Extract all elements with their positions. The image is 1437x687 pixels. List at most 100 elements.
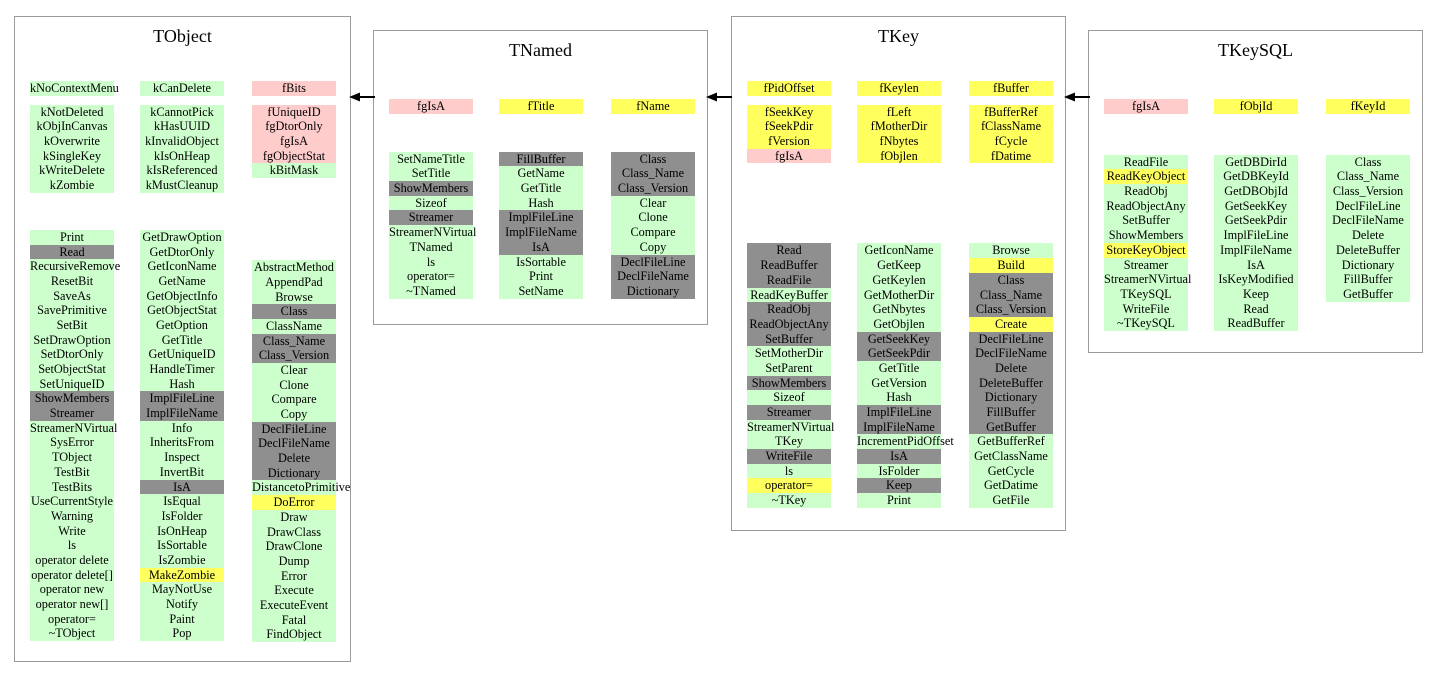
member-cell[interactable]: Print (857, 493, 941, 508)
member-cell[interactable]: operator delete[] (30, 567, 114, 583)
member-cell[interactable]: StreamerNVirtual (30, 420, 118, 436)
member-cell[interactable]: kInvalidObject (140, 134, 224, 149)
member-cell[interactable]: GetIconName (857, 243, 941, 259)
member-cell[interactable]: SetDrawOption (30, 332, 114, 348)
member-cell[interactable]: DrawClass (252, 524, 336, 540)
member-cell[interactable]: ~TNamed (389, 283, 473, 299)
member-cell[interactable]: GetObjlen (857, 316, 941, 332)
member-cell[interactable]: GetDrawOption (140, 229, 224, 245)
class-title-tkey[interactable]: TKey (878, 26, 919, 46)
member-cell[interactable]: Dictionary (969, 390, 1053, 405)
member-cell[interactable]: GetObjectInfo (140, 288, 224, 304)
member-cell[interactable]: kZombie (30, 178, 114, 193)
member-cell[interactable]: DeclFileName (969, 346, 1053, 361)
member-cell[interactable]: Class_Version (252, 348, 336, 363)
member-cell[interactable]: SetBuffer (747, 331, 831, 347)
member-cell[interactable]: Write (30, 523, 114, 539)
member-cell[interactable]: DrawClone (252, 539, 336, 554)
member-cell[interactable]: Browse (252, 289, 336, 305)
member-cell[interactable]: fName (611, 99, 695, 114)
member-cell[interactable]: GetBuffer (1326, 286, 1410, 302)
member-cell[interactable]: fCycle (969, 134, 1053, 149)
member-cell[interactable]: Keep (857, 478, 941, 494)
member-cell[interactable]: Create (969, 316, 1053, 332)
member-cell[interactable]: kBitMask (252, 163, 336, 179)
member-cell[interactable]: ResetBit (30, 273, 114, 289)
member-cell[interactable]: ReadBuffer (747, 258, 831, 273)
member-cell[interactable]: Dictionary (1326, 257, 1410, 273)
member-cell[interactable]: operator new[] (30, 597, 114, 612)
member-cell[interactable]: GetVersion (857, 375, 941, 391)
member-cell[interactable]: AbstractMethod (252, 260, 336, 275)
member-cell[interactable]: DeclFileName (611, 269, 695, 284)
member-cell[interactable]: kNoContextMenu (30, 81, 119, 96)
member-cell[interactable]: Class_Version (1326, 184, 1410, 199)
member-cell[interactable]: Execute (252, 583, 336, 598)
member-cell[interactable]: fVersion (747, 134, 831, 149)
member-cell[interactable]: GetNbytes (857, 302, 941, 317)
member-cell[interactable]: fBits (252, 81, 336, 96)
member-cell[interactable]: GetTitle (857, 360, 941, 376)
member-cell[interactable]: IsA (1214, 257, 1298, 273)
member-cell[interactable]: DeleteBuffer (969, 375, 1053, 391)
member-cell[interactable]: GetDatime (969, 478, 1053, 494)
member-cell[interactable]: ClassName (252, 318, 336, 334)
member-cell[interactable]: ImplFileLine (1214, 228, 1298, 243)
member-cell[interactable]: Class_Name (969, 287, 1053, 303)
member-cell[interactable]: kIsReferenced (140, 163, 224, 179)
member-cell[interactable]: kOverwrite (30, 134, 114, 149)
member-cell[interactable]: GetUniqueID (140, 347, 224, 362)
member-cell[interactable]: IsOnHeap (140, 523, 224, 539)
member-cell[interactable]: fMotherDir (857, 119, 941, 135)
member-cell[interactable]: ImplFileName (1214, 242, 1298, 258)
member-cell[interactable]: DistancetoPrimitive (252, 480, 351, 496)
member-cell[interactable]: Pop (140, 626, 224, 642)
member-cell[interactable]: Read (747, 243, 831, 259)
member-cell[interactable]: SysError (30, 435, 114, 451)
member-cell[interactable]: Streamer (747, 405, 831, 420)
member-cell[interactable]: ShowMembers (747, 375, 831, 391)
member-cell[interactable]: Class_Version (611, 181, 695, 196)
member-cell[interactable]: FillBuffer (499, 151, 583, 167)
member-cell[interactable]: operator= (389, 269, 473, 284)
member-cell[interactable]: IsZombie (140, 552, 224, 568)
member-cell[interactable]: fPidOffset (747, 81, 831, 96)
member-cell[interactable]: GetSeekPdir (1214, 213, 1298, 229)
member-cell[interactable]: ~TKey (747, 493, 831, 508)
member-cell[interactable]: WriteFile (1104, 301, 1188, 317)
member-cell[interactable]: Compare (252, 392, 336, 407)
member-cell[interactable]: StreamerNVirtual (747, 419, 835, 435)
member-cell[interactable]: TestBits (30, 479, 114, 495)
member-cell[interactable]: SetBit (30, 317, 114, 333)
member-cell[interactable]: InvertBit (140, 464, 224, 480)
member-cell[interactable]: Streamer (30, 406, 114, 421)
member-cell[interactable]: Class_Name (611, 166, 695, 182)
member-cell[interactable]: TObject (30, 450, 114, 465)
member-cell[interactable]: operator new (30, 582, 114, 597)
member-cell[interactable]: StreamerNVirtual (1104, 272, 1192, 287)
member-cell[interactable]: Hash (857, 390, 941, 405)
member-cell[interactable]: ExecuteEvent (252, 597, 336, 613)
member-cell[interactable]: AppendPad (252, 274, 336, 290)
member-cell[interactable]: GetKeep (857, 258, 941, 273)
member-cell[interactable]: GetObjectStat (140, 303, 224, 318)
member-cell[interactable]: WriteFile (747, 449, 831, 464)
member-cell[interactable]: fUniqueID (252, 104, 336, 120)
member-cell[interactable]: Sizeof (389, 195, 473, 211)
member-cell[interactable]: kCanDelete (140, 81, 224, 96)
member-cell[interactable]: DeclFileName (1326, 213, 1410, 229)
member-cell[interactable]: StreamerNVirtual (389, 225, 477, 240)
member-cell[interactable]: operator= (30, 611, 114, 627)
member-cell[interactable]: IsFolder (857, 463, 941, 479)
member-cell[interactable]: fSeekPdir (747, 119, 831, 135)
member-cell[interactable]: Class_Name (252, 333, 336, 349)
member-cell[interactable]: Hash (499, 195, 583, 211)
member-cell[interactable]: GetDBDirId (1214, 154, 1298, 170)
member-cell[interactable]: fBuffer (969, 81, 1053, 96)
member-cell[interactable]: IsA (857, 449, 941, 464)
member-cell[interactable]: GetName (140, 273, 224, 289)
class-title-tobject[interactable]: TObject (153, 26, 212, 46)
member-cell[interactable]: Paint (140, 611, 224, 627)
member-cell[interactable]: Draw (252, 509, 336, 525)
member-cell[interactable]: ReadKeyObject (1104, 169, 1188, 185)
